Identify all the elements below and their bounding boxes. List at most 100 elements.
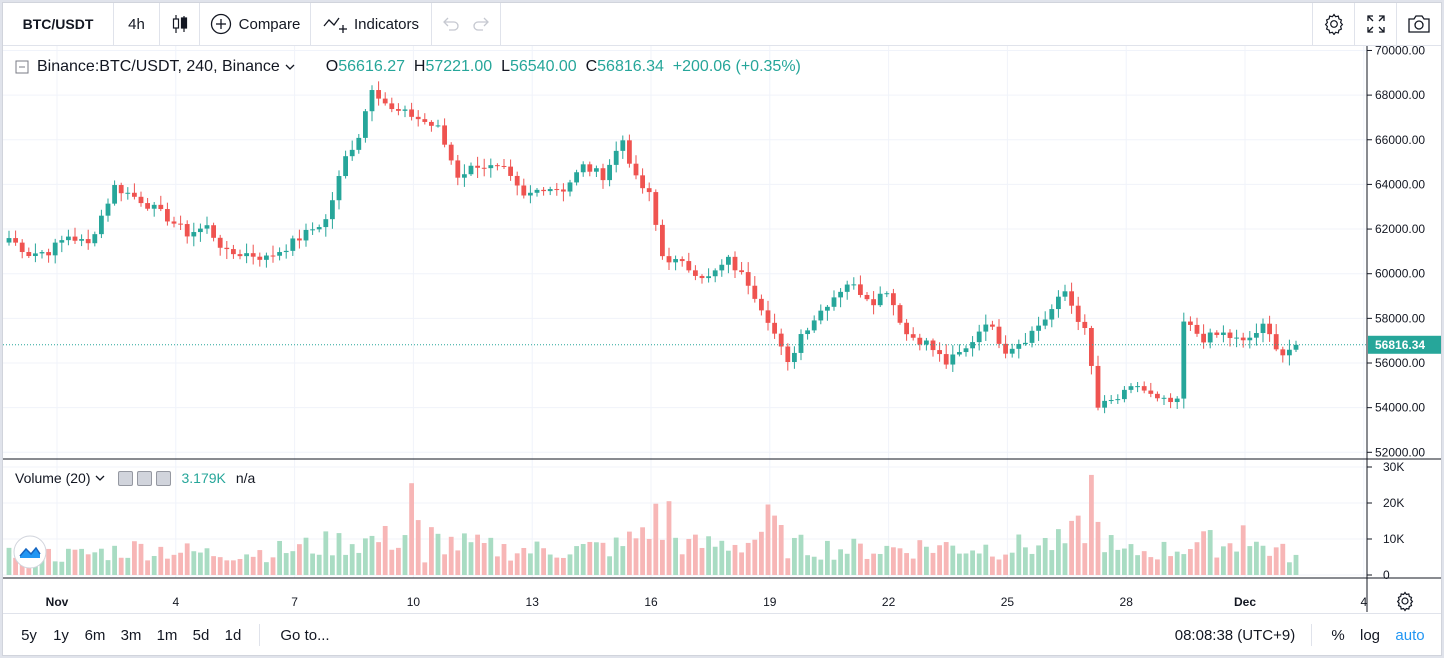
series-title[interactable]: Binance:BTC/USDT, 240, Binance [37, 58, 280, 75]
compare-button[interactable]: Compare [200, 3, 311, 45]
candle-body [719, 264, 725, 271]
collapse-icon[interactable] [15, 60, 29, 74]
candle-body [1240, 337, 1246, 341]
settings-small-icon[interactable] [137, 470, 153, 486]
candle-body [105, 203, 111, 216]
candle [963, 345, 969, 357]
undo-button[interactable] [432, 3, 468, 45]
candle [191, 222, 197, 247]
candle-body [178, 223, 183, 225]
range-1m-button[interactable]: 1m [151, 614, 183, 656]
candle-body [1069, 291, 1074, 306]
candle-body [13, 238, 18, 243]
chart-type-button[interactable] [160, 3, 200, 45]
candle [158, 195, 164, 212]
interval-button[interactable]: 4h [114, 3, 160, 45]
candle-body [594, 168, 599, 172]
candle [409, 102, 414, 121]
candle-body [244, 253, 249, 257]
range-6m-button[interactable]: 6m [79, 614, 111, 656]
volume-bar [132, 541, 137, 575]
candle-body [1029, 330, 1035, 343]
candle [686, 252, 692, 273]
candle [217, 234, 223, 256]
volume-chevron-down-icon[interactable] [94, 473, 106, 483]
candle-body [785, 346, 791, 363]
candle [765, 300, 771, 331]
range-5y-button[interactable]: 5y [15, 614, 43, 656]
candle [1062, 284, 1068, 301]
chart-canvas[interactable]: 52000.00 54000.00 56000.00 58000.00 60000.00… [3, 43, 1441, 612]
time-tick-label: Dec [1234, 595, 1256, 609]
fullscreen-button[interactable] [1354, 3, 1397, 45]
candle [574, 169, 579, 186]
candle-body [257, 256, 263, 260]
candle-body [422, 119, 428, 122]
volume-bar [950, 545, 956, 575]
candle [600, 163, 606, 189]
time-axis-labels[interactable]: Nov 4 7 10 13 16 19 22 25 28 Dec 4 [46, 595, 1368, 609]
snapshot-button[interactable] [1396, 3, 1441, 45]
close-icon[interactable] [156, 470, 172, 486]
candle-body [52, 242, 58, 256]
candle [336, 170, 342, 210]
candle-body [462, 174, 467, 178]
volume-bar [943, 542, 949, 575]
volume-bar [1280, 543, 1286, 575]
indicators-button[interactable]: Indicators [311, 3, 432, 45]
redo-button[interactable] [464, 3, 501, 45]
clock-display[interactable]: 08:08:38 (UTC+9) [1167, 614, 1303, 656]
volume-bar [125, 557, 131, 575]
eye-icon[interactable] [118, 470, 134, 486]
candle-body [1089, 328, 1094, 366]
volume-bar [778, 525, 784, 575]
logo-icon[interactable] [13, 535, 47, 569]
candle [858, 275, 863, 298]
range-5d-button[interactable]: 5d [187, 614, 215, 656]
candle [554, 183, 560, 196]
volume-title[interactable]: Volume (20) [15, 470, 91, 486]
chevron-down-icon[interactable] [284, 62, 296, 72]
candle-body [336, 176, 342, 201]
percent-label: % [1331, 626, 1345, 644]
volume-bar [937, 545, 942, 575]
candle-body [363, 111, 368, 138]
volume-bar [158, 546, 164, 575]
volume-bar [792, 537, 797, 575]
candle [211, 222, 216, 242]
axis-settings-icon[interactable] [1396, 591, 1414, 612]
candle [1003, 335, 1008, 359]
candle [567, 179, 573, 197]
candle [363, 108, 368, 143]
range-1y-button[interactable]: 1y [47, 614, 75, 656]
chart-area[interactable]: 52000.00 54000.00 56000.00 58000.00 60000.00… [3, 43, 1441, 612]
symbol-search-button[interactable]: BTC/USDT [3, 3, 114, 45]
candle [316, 224, 322, 233]
range-1d-button[interactable]: 1d [219, 614, 247, 656]
volume-bar [765, 504, 771, 575]
candle [277, 247, 282, 261]
auto-toggle[interactable]: auto [1391, 614, 1429, 656]
candle [1267, 315, 1272, 342]
volume-series [6, 474, 1299, 575]
log-toggle[interactable]: log [1355, 614, 1385, 656]
price-axis-labels[interactable]: 52000.00 54000.00 56000.00 58000.00 60000.00… [1367, 43, 1425, 459]
candle-body [330, 200, 335, 220]
candle-body [33, 253, 38, 257]
candle-body [455, 160, 461, 178]
candle-body [957, 352, 962, 355]
range-3m-button[interactable]: 3m [115, 614, 147, 656]
candle [237, 249, 243, 260]
candle [396, 103, 401, 116]
settings-button[interactable] [1312, 3, 1355, 45]
candle-body [217, 237, 223, 248]
goto-label: Go to... [280, 626, 330, 644]
volume-bar [1049, 550, 1055, 575]
percent-toggle[interactable]: % [1323, 614, 1353, 656]
candle-body [85, 239, 91, 244]
candle-body [145, 203, 150, 209]
volume-bar [1227, 543, 1233, 575]
goto-button[interactable]: Go to... [271, 614, 339, 656]
candle-body [389, 103, 395, 110]
candle [1023, 333, 1028, 346]
